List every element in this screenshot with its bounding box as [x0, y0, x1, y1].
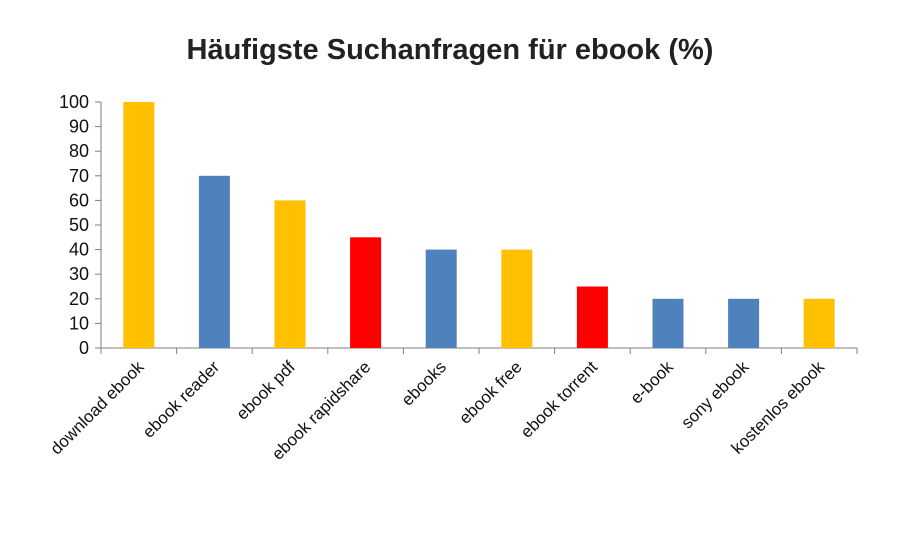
category-label: sony ebook [678, 357, 753, 432]
y-tick-label: 40 [69, 240, 89, 260]
category-label: ebook reader [139, 357, 224, 442]
y-tick-label: 70 [69, 166, 89, 186]
bar-ebook-free [501, 249, 533, 348]
bar-download-ebook [123, 102, 155, 348]
chart-title: Häufigste Suchanfragen für ebook (%) [186, 34, 714, 66]
y-tick-label: 80 [69, 141, 89, 161]
bar-ebook-pdf [274, 200, 306, 348]
y-tick-label: 30 [69, 264, 89, 284]
y-tick-label: 90 [69, 117, 89, 137]
category-label: e-book [627, 357, 678, 408]
y-tick-label: 20 [69, 289, 89, 309]
bar-kostenlos-ebook [803, 298, 835, 348]
category-label: download ebook [47, 357, 148, 458]
bars [123, 102, 835, 348]
bar-ebook-rapidshare [350, 237, 382, 348]
y-tick-label: 100 [59, 92, 89, 112]
x-axis [100, 347, 858, 354]
bar-e-book [652, 298, 684, 348]
category-label: ebook pdf [233, 357, 299, 423]
bar-ebooks [425, 249, 457, 348]
y-tick-label: 0 [79, 338, 89, 358]
bar-ebook-reader [198, 175, 230, 348]
y-tick-label: 50 [69, 215, 89, 235]
bar-ebook-torrent [576, 286, 608, 348]
category-label: ebooks [398, 357, 450, 409]
y-tick-label: 60 [69, 190, 89, 210]
category-label: ebook torrent [517, 357, 601, 441]
bar-sony-ebook [728, 298, 760, 348]
y-tick-label: 10 [69, 313, 89, 333]
y-axis: 0 10 20 30 40 50 60 70 80 90 100 [59, 92, 102, 358]
category-label: ebook free [455, 357, 525, 427]
